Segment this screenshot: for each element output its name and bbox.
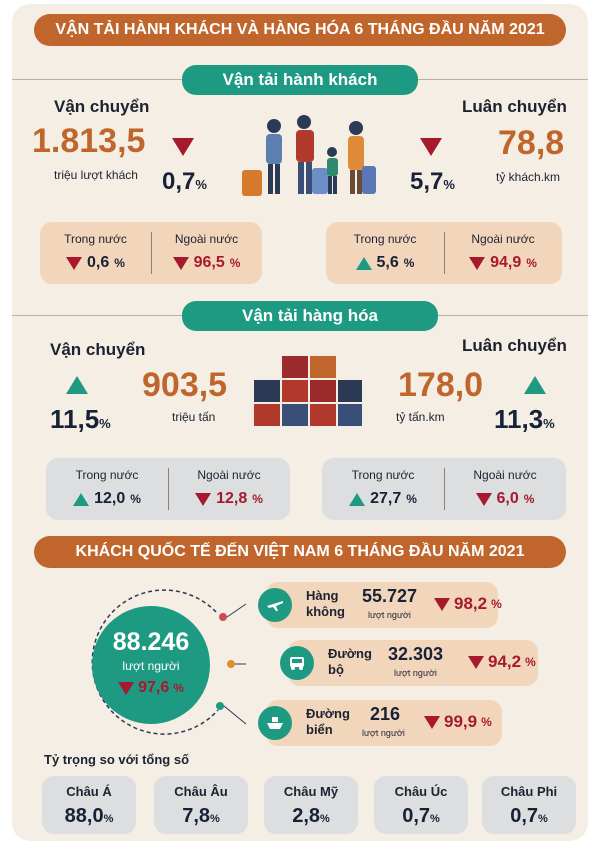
up-arrow-icon (355, 256, 372, 270)
passenger-rotation-unit: tỷ khách.km (496, 170, 561, 184)
mode-name: Hàng không (306, 588, 345, 619)
domestic-label: Trong nước (351, 468, 415, 482)
mode-name: Đường bộ (328, 646, 372, 677)
ship-icon (258, 706, 292, 740)
passenger-rotation-label: Luân chuyển (462, 97, 567, 116)
main-title-banner: VẬN TẢI HÀNH KHÁCH VÀ HÀNG HÓA 6 THÁNG Đ… (34, 14, 566, 46)
visitors-title: KHÁCH QUỐC TẾ ĐẾN VIỆT NAM 6 THÁNG ĐẦU N… (75, 543, 525, 560)
total-visitors-value: 88.246 (112, 628, 190, 656)
domestic-value: 12,0 (94, 490, 126, 507)
domestic-value: 0,6 (87, 254, 110, 271)
cargo-transport-unit: triệu tấn (172, 410, 216, 424)
share-title: Tỷ trọng so với tổng số (44, 752, 190, 767)
mode-value: 55.727 (362, 586, 418, 606)
main-title: VẬN TẢI HÀNH KHÁCH VÀ HÀNG HÓA 6 THÁNG Đ… (55, 21, 545, 38)
down-arrow-icon (118, 681, 135, 695)
continent-share: 88,0% (64, 805, 114, 827)
foreign-value: 12,8 (216, 490, 248, 507)
mode-unit: lượt người (368, 610, 411, 620)
passenger-rotation-value: 78,8 (498, 124, 565, 162)
foreign-label: Ngoài nước (471, 232, 535, 246)
mode-row-sea: Đường biển 216 lượt người 99,9% (258, 700, 502, 746)
passenger-rotation-change: 5,7% (410, 168, 455, 195)
continent-asia: Châu Á 88,0% (42, 776, 136, 834)
passenger-transport-breakdown: Trong nước 0,6% Ngoài nước 96,5% (40, 222, 262, 284)
down-arrow-icon (475, 492, 492, 506)
cargo-rotation-up-icon (524, 376, 546, 394)
passenger-transport-label: Vận chuyển (54, 97, 150, 116)
foreign-value: 6,0 (496, 490, 519, 507)
foreign-label: Ngoài nước (174, 232, 239, 246)
continent-oceania: Châu Úc 0,7% (374, 776, 468, 834)
passenger-transport-unit: triệu lượt khách (54, 168, 138, 182)
passenger-header: Vận tải hành khách (182, 65, 418, 95)
total-visitors-circle: 88.246 lượt người 97,6% (92, 606, 210, 724)
up-arrow-icon (73, 492, 90, 506)
passenger-rotation-down-icon (420, 138, 442, 156)
cargo-transport-change: 11,5% (50, 404, 111, 434)
visitors-title-banner: KHÁCH QUỐC TẾ ĐẾN VIỆT NAM 6 THÁNG ĐẦU N… (34, 536, 566, 568)
passenger-transport-down-icon (172, 138, 194, 156)
containers-illustration (254, 356, 362, 426)
down-arrow-icon (172, 256, 189, 270)
travelers-illustration (242, 115, 376, 196)
foreign-value: 96,5 (193, 254, 225, 271)
mode-row-air: Hàng không 55.727 lượt người 98,2% (258, 582, 502, 628)
passenger-transport-change: 0,7% (162, 168, 207, 195)
continent-share: 0,7% (402, 805, 440, 827)
mode-value: 32.303 (388, 644, 444, 664)
cargo-transport-label: Vận chuyển (50, 340, 146, 359)
mode-unit: lượt người (394, 668, 437, 678)
cargo-transport-up-icon (66, 376, 88, 394)
mode-name: Đường biển (306, 706, 350, 737)
foreign-label: Ngoài nước (197, 468, 261, 482)
infographic-page: VẬN TẢI HÀNH KHÁCH VÀ HÀNG HÓA 6 THÁNG Đ… (12, 4, 588, 841)
total-visitors-unit: lượt người (122, 659, 180, 673)
passenger-header-label: Vận tải hành khách (222, 70, 378, 89)
cargo-rotation-breakdown: Trong nước 27,7% Ngoài nước 6,0% (322, 458, 566, 520)
cargo-rotation-label: Luân chuyển (462, 336, 567, 355)
cargo-rotation-change: 11,3% (494, 404, 555, 434)
continent-name: Châu Úc (394, 784, 448, 799)
domestic-label: Trong nước (353, 232, 417, 246)
foreign-label: Ngoài nước (473, 468, 537, 482)
continent-africa: Châu Phi 0,7% (482, 776, 576, 834)
total-ring (91, 589, 247, 735)
cargo-transport-breakdown: Trong nước 12,0% Ngoài nước 12,8% (46, 458, 290, 520)
cargo-header: Vận tải hàng hóa (182, 301, 438, 331)
bus-icon (280, 646, 314, 680)
passenger-transport-value: 1.813,5 (32, 122, 146, 160)
down-arrow-icon (195, 492, 212, 506)
mode-change: 94,2% (468, 652, 536, 672)
continent-europe: Châu Âu 7,8% (154, 776, 248, 834)
cargo-rotation-unit: tỷ tấn.km (396, 410, 445, 424)
continent-share: 7,8% (182, 805, 220, 827)
mode-value: 216 (370, 704, 401, 724)
continent-name: Châu Á (66, 784, 112, 799)
mode-unit: lượt người (362, 728, 405, 738)
domestic-value: 27,7 (370, 490, 402, 507)
cargo-transport-value: 903,5 (142, 366, 228, 404)
mode-change: 99,9% (424, 712, 492, 732)
total-visitors-change: 97,6 (138, 679, 170, 696)
foreign-value: 94,9 (490, 254, 522, 271)
up-arrow-icon (349, 492, 366, 506)
cargo-rotation-value: 178,0 (398, 366, 484, 404)
continent-name: Châu Âu (174, 784, 228, 799)
continent-america: Châu Mỹ 2,8% (264, 776, 358, 834)
mode-change: 98,2% (434, 594, 502, 614)
down-arrow-icon (66, 256, 83, 270)
cargo-header-label: Vận tải hàng hóa (241, 306, 379, 325)
continent-name: Châu Phi (500, 784, 558, 799)
continent-share: 0,7% (510, 805, 548, 827)
passenger-rotation-breakdown: Trong nước 5,6% Ngoài nước 94,9% (326, 222, 562, 284)
down-arrow-icon (469, 256, 486, 270)
continent-name: Châu Mỹ (283, 784, 339, 799)
domestic-label: Trong nước (64, 232, 127, 246)
mode-row-road: Đường bộ 32.303 lượt người 94,2% (280, 640, 538, 686)
airplane-icon (258, 588, 292, 622)
domestic-value: 5,6 (376, 254, 399, 271)
domestic-label: Trong nước (75, 468, 139, 482)
continent-share: 2,8% (292, 805, 330, 827)
